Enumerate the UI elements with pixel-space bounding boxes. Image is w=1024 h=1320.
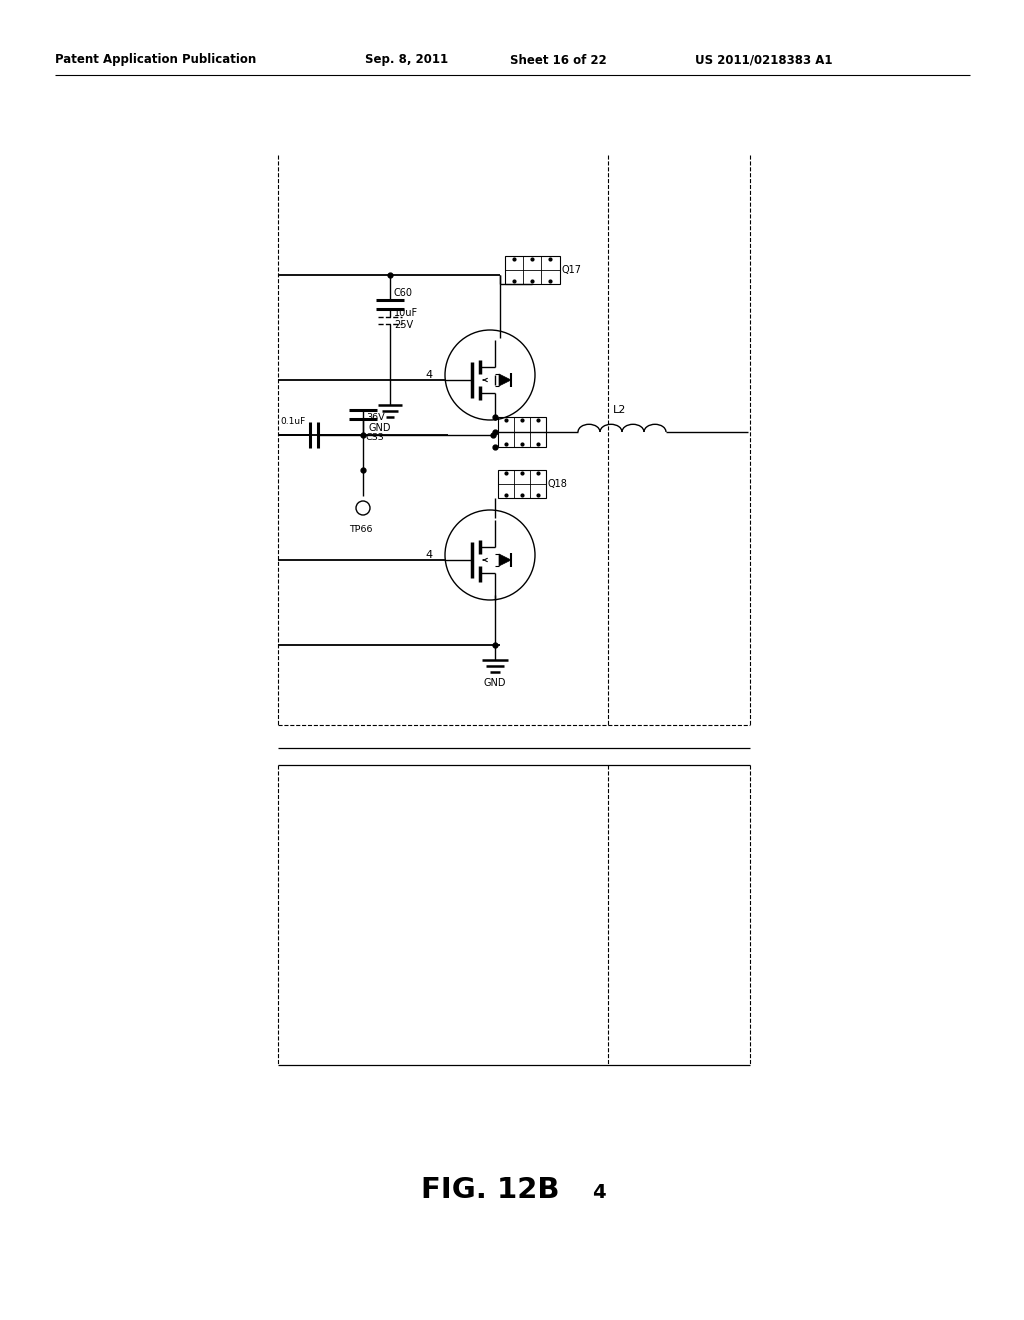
Text: C60: C60 [394, 288, 413, 298]
Text: Q17: Q17 [562, 265, 582, 275]
Text: Patent Application Publication: Patent Application Publication [55, 54, 256, 66]
Text: L2: L2 [613, 405, 627, 414]
Text: Sep. 8, 2011: Sep. 8, 2011 [365, 54, 449, 66]
Text: GND: GND [483, 678, 506, 688]
Text: US 2011/0218383 A1: US 2011/0218383 A1 [695, 54, 833, 66]
Polygon shape [499, 554, 511, 566]
Text: 0.1uF: 0.1uF [280, 417, 305, 425]
Bar [505, 256, 560, 284]
Polygon shape [499, 374, 511, 385]
Bar [498, 417, 546, 447]
Text: GND: GND [369, 422, 391, 433]
Text: 4: 4 [592, 1183, 605, 1203]
Text: Q18: Q18 [548, 479, 568, 488]
Text: CS3: CS3 [366, 433, 385, 442]
Text: TP66: TP66 [349, 525, 373, 535]
Text: 4: 4 [425, 550, 432, 560]
Text: 4: 4 [425, 370, 432, 380]
Text: FIG. 12B: FIG. 12B [421, 1176, 559, 1204]
Text: Sheet 16 of 22: Sheet 16 of 22 [510, 54, 607, 66]
Text: 25V: 25V [394, 319, 413, 330]
Text: 10uF: 10uF [394, 308, 418, 318]
Bar [498, 470, 546, 498]
Text: 36V: 36V [366, 412, 385, 421]
